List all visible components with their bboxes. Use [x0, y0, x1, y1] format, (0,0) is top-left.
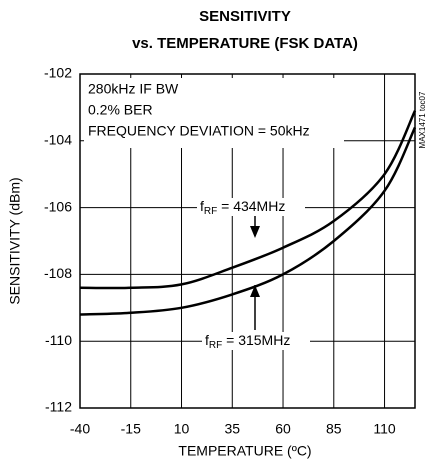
label-main: f: [205, 332, 209, 348]
y-tick-label: -106: [44, 198, 72, 214]
label-rest: = 315MHz: [222, 332, 290, 348]
label-sub: RF: [204, 206, 217, 217]
x-axis-label: TEMPERATURE (ºC): [178, 443, 311, 459]
y-tick-label: -102: [44, 65, 72, 81]
series-label: fRF = 315MHz: [205, 332, 290, 351]
watermark: MAX1471 toc07: [418, 91, 427, 148]
label-main: f: [200, 198, 204, 214]
y-tick-label: -110: [45, 332, 72, 348]
y-axis-label: SENSITIVITY (dBm): [7, 177, 23, 304]
x-tick-label: 35: [224, 421, 240, 437]
arrow-head: [250, 226, 260, 238]
y-tick-label: -112: [45, 399, 72, 415]
x-tick-label: -15: [121, 421, 141, 437]
annotation: 0.2% BER: [88, 102, 153, 118]
series-label: fRF = 434MHz: [200, 198, 285, 217]
label-bg: [202, 332, 310, 350]
label-bg: [197, 198, 305, 216]
arrows: [250, 216, 260, 330]
label-rest: = 434MHz: [217, 198, 285, 214]
y-tick-label: -108: [44, 265, 72, 281]
y-tick-label: -104: [44, 132, 72, 148]
chart-title: SENSITIVITY: [199, 8, 291, 25]
line: [79, 110, 417, 290]
x-tick-label: 85: [326, 421, 342, 437]
chart-subtitle: vs. TEMPERATURE (FSK DATA): [132, 35, 358, 52]
annotation: 280kHz IF BW: [88, 81, 179, 97]
annotation-bg: [84, 78, 344, 148]
annotation: FREQUENCY DEVIATION = 50kHz: [88, 123, 310, 139]
line: [79, 126, 417, 316]
arrow-head: [250, 285, 260, 297]
x-tick-label: 110: [373, 421, 396, 437]
x-tick-label: 60: [275, 421, 291, 437]
x-tick-label: -40: [70, 421, 90, 437]
label-sub: RF: [209, 340, 222, 351]
x-tick-label: 10: [174, 421, 190, 437]
plot-frame: [79, 73, 416, 409]
